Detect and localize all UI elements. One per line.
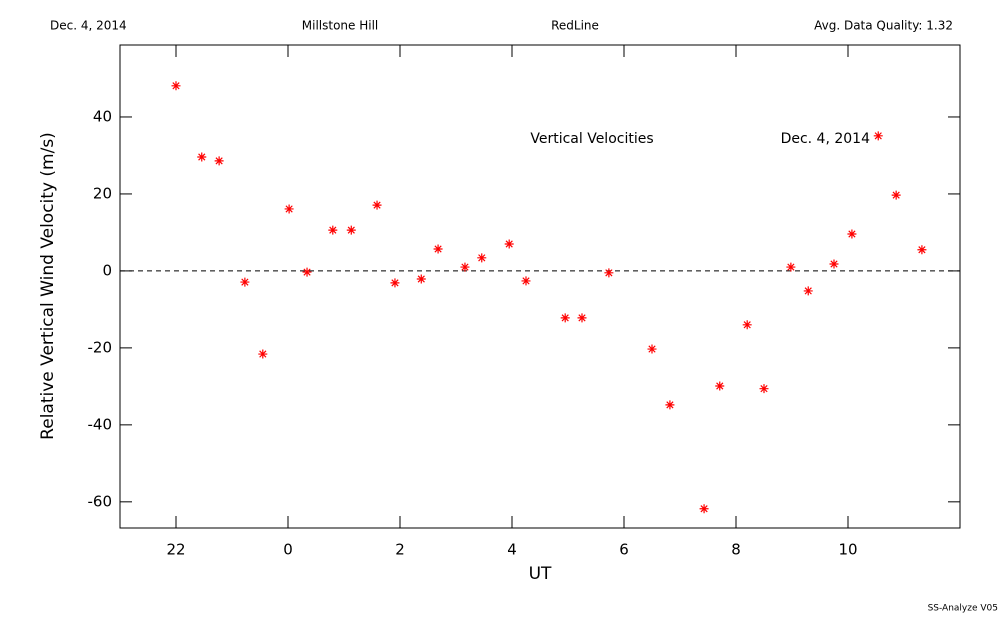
plot-frame bbox=[119, 44, 961, 529]
data-point bbox=[847, 229, 857, 239]
header-date: Dec. 4, 2014 bbox=[50, 19, 127, 33]
y-tick-label: -60 bbox=[88, 492, 113, 510]
data-point bbox=[665, 400, 675, 410]
data-point bbox=[504, 239, 514, 249]
y-tick-label: -20 bbox=[88, 338, 113, 356]
data-point bbox=[829, 259, 839, 269]
data-point bbox=[699, 504, 709, 514]
data-point bbox=[715, 381, 725, 391]
data-point bbox=[284, 204, 294, 214]
annotation: Vertical Velocities bbox=[530, 131, 653, 147]
header-site: Millstone Hill bbox=[302, 19, 378, 33]
y-axis-label: Relative Vertical Wind Velocity (m/s) bbox=[38, 132, 58, 440]
data-point bbox=[577, 313, 587, 323]
data-point bbox=[171, 81, 181, 91]
data-point bbox=[214, 156, 224, 166]
data-point bbox=[390, 278, 400, 288]
data-point bbox=[786, 262, 796, 272]
x-tick-label: 2 bbox=[395, 541, 405, 559]
data-point bbox=[240, 277, 250, 287]
data-point bbox=[742, 320, 752, 330]
x-tick-label: 0 bbox=[283, 541, 293, 559]
data-point bbox=[560, 313, 570, 323]
x-tick-label: 4 bbox=[507, 541, 517, 559]
x-axis-label: UT bbox=[529, 564, 552, 584]
data-point bbox=[759, 384, 769, 394]
header-line: RedLine bbox=[551, 19, 599, 33]
x-tick-label: 8 bbox=[731, 541, 741, 559]
data-point bbox=[647, 344, 657, 354]
data-point bbox=[372, 200, 382, 210]
x-tick-label: 22 bbox=[166, 541, 185, 559]
data-point bbox=[258, 349, 268, 359]
data-point bbox=[803, 286, 813, 296]
data-point bbox=[521, 276, 531, 286]
y-tick-label: 20 bbox=[93, 184, 112, 202]
data-point bbox=[917, 245, 927, 255]
y-tick-label: 40 bbox=[93, 107, 112, 125]
data-point bbox=[433, 244, 443, 254]
data-point bbox=[346, 225, 356, 235]
y-tick-label: -40 bbox=[88, 415, 113, 433]
header-quality: Avg. Data Quality: 1.32 bbox=[814, 19, 953, 33]
data-point bbox=[416, 274, 426, 284]
data-point bbox=[302, 267, 312, 277]
data-point bbox=[604, 268, 614, 278]
annotation: Dec. 4, 2014 bbox=[781, 131, 871, 147]
y-tick-label: 0 bbox=[102, 261, 112, 279]
data-point bbox=[328, 225, 338, 235]
data-point bbox=[891, 190, 901, 200]
footer: SS-Analyze V05 bbox=[928, 604, 998, 614]
x-tick-label: 10 bbox=[838, 541, 857, 559]
data-point bbox=[197, 152, 207, 162]
data-point bbox=[460, 262, 470, 272]
data-point bbox=[477, 253, 487, 263]
x-tick-label: 6 bbox=[619, 541, 629, 559]
data-point bbox=[873, 131, 883, 141]
